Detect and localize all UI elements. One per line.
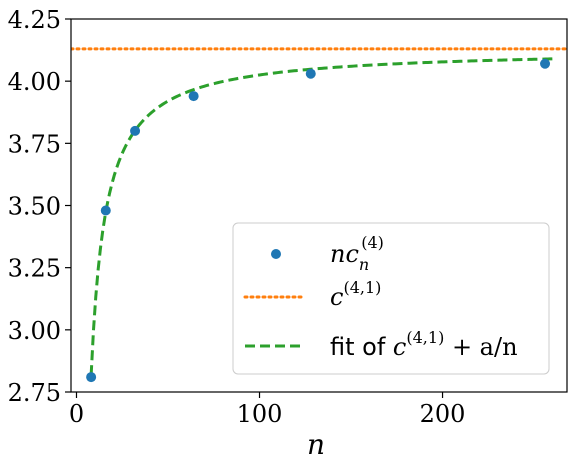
legend-box (232, 222, 550, 375)
legend: ncn(4) c(4,1) fit of c(4,1) + a/n (232, 222, 550, 375)
x-tick-label: 100 (237, 400, 283, 428)
y-tick-label: 3.50 (8, 193, 61, 221)
fit-curve (89, 57, 553, 376)
x-axis-label: n (307, 428, 325, 461)
data-point (100, 205, 111, 216)
y-tick-label: 4.25 (8, 6, 61, 34)
legend-label-hline: c(4,1) (330, 278, 381, 311)
x-tick-label: 200 (420, 400, 466, 428)
plot-clipped-group (71, 47, 567, 383)
legend-label-points: ncn(4) (330, 233, 384, 274)
data-point (86, 372, 97, 383)
x-tick-label: 0 (69, 400, 84, 428)
y-tick-label: 3.00 (8, 317, 61, 345)
y-tick-label: 3.75 (8, 130, 61, 158)
data-point (130, 125, 141, 136)
tick-marks: 2.75 3.00 3.25 3.50 3.75 4.00 4.25 0 100 200 (8, 6, 466, 428)
data-point (540, 58, 551, 69)
data-point (188, 91, 199, 102)
y-tick-label: 2.75 (8, 379, 61, 407)
y-tick-label: 3.25 (8, 255, 61, 283)
legend-label-fit: fit of c(4,1) + a/n (330, 328, 518, 361)
plot-area (71, 47, 567, 383)
data-point (305, 68, 316, 79)
y-tick-label: 4.00 (8, 68, 61, 96)
legend-marker-points (271, 249, 281, 259)
